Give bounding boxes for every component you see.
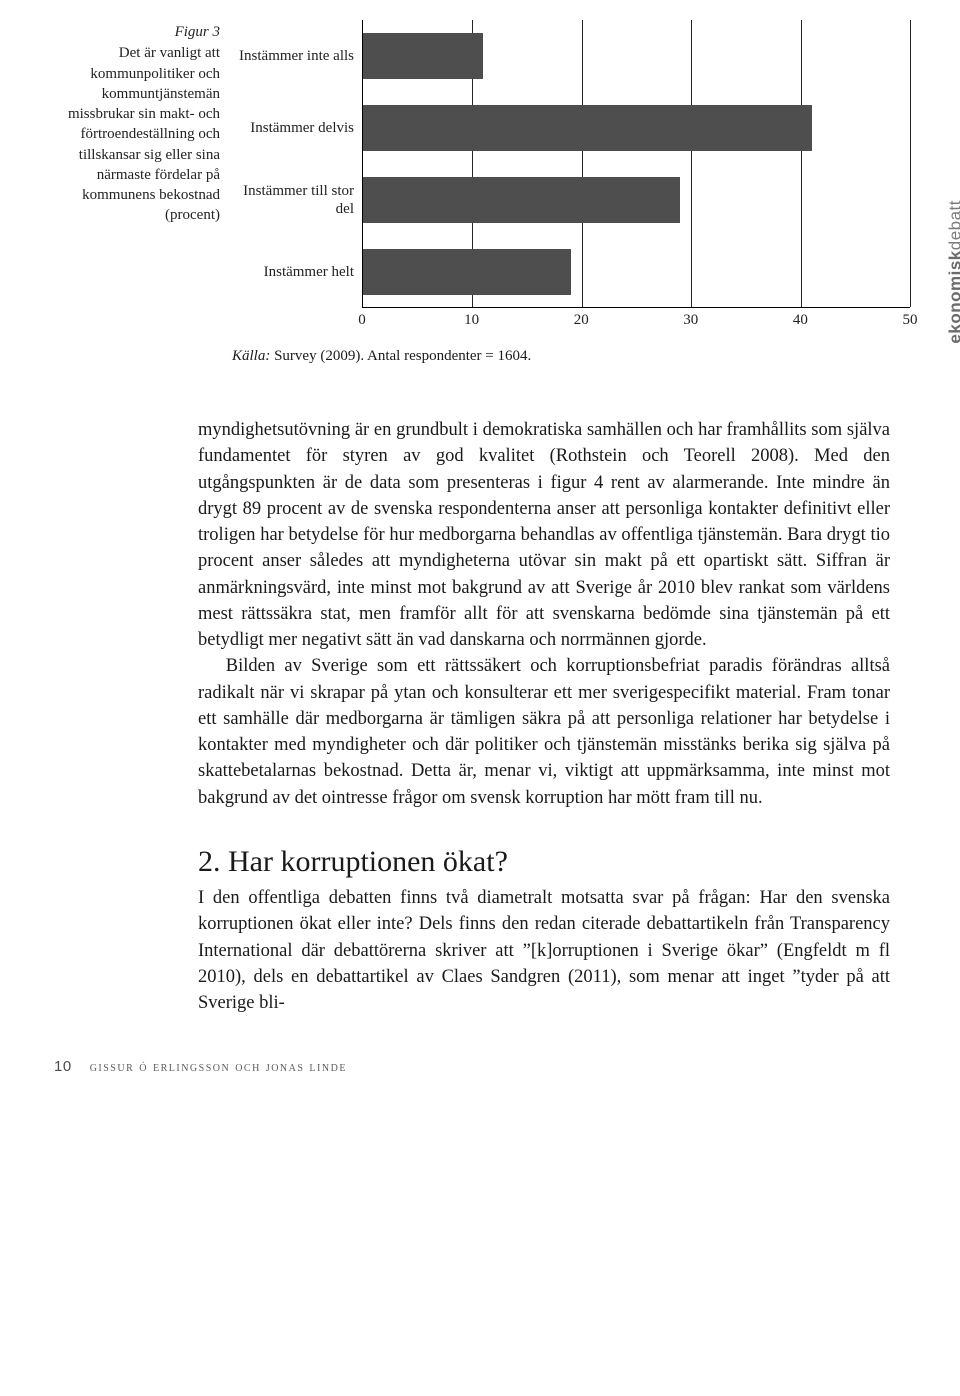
x-axis: 01020304050 [362,312,910,340]
y-label-3: Instämmer helt [232,236,354,308]
x-tick: 40 [793,312,808,329]
side-label-bold: ekonomisk [946,250,960,343]
bar-row [363,92,910,164]
figure-caption-text: Det är vanligt att kommunpolitiker och k… [68,45,220,223]
plot-area [362,20,910,308]
bar-row [363,236,910,308]
x-tick: 0 [358,312,366,329]
bar-row [363,164,910,236]
section-heading: 2. Har korruptionen ökat? [198,845,910,879]
bar [363,33,483,79]
figure-label: Figur 3 [50,22,220,42]
bar-chart: Instämmer inte alls Instämmer delvis Ins… [220,20,910,340]
figure-block: Figur 3 Det är vanligt att kommunpolitik… [50,20,910,340]
x-tick: 50 [903,312,918,329]
section-body: I den offentliga debatten finns två diam… [198,885,890,1016]
y-label-1: Instämmer delvis [232,92,354,164]
gridline [910,20,911,307]
y-label-2: Instämmer till stor del [232,164,354,236]
x-tick: 10 [464,312,479,329]
journal-side-label: ekonomiskdebatt [946,200,960,344]
y-label-0: Instämmer inte alls [232,20,354,92]
bar [363,105,812,151]
bar-row [363,20,910,92]
plot-box: 01020304050 [362,20,910,340]
page-number: 10 [54,1058,72,1075]
figure-caption: Figur 3 Det är vanligt att kommunpolitik… [50,20,220,226]
source-label: Källa: [232,348,270,364]
section-paragraph-1: I den offentliga debatten finns två diam… [198,885,890,1016]
page-footer: 10 gissur ó erlingsson och jonas linde [54,1058,910,1076]
bar [363,249,571,295]
bar [363,177,680,223]
body-paragraph-2: Bilden av Sverige som ett rättssäkert oc… [198,653,890,811]
footer-authors: gissur ó erlingsson och jonas linde [90,1060,347,1076]
y-axis-labels: Instämmer inte alls Instämmer delvis Ins… [232,20,362,308]
body-paragraph-1: myndighetsutövning är en grundbult i dem… [198,417,890,653]
side-label-light: debatt [946,200,960,250]
source-text: Survey (2009). Antal respondenter = 1604… [274,348,531,364]
x-tick: 30 [683,312,698,329]
figure-source: Källa: Survey (2009). Antal respondenter… [232,348,910,365]
x-tick: 20 [574,312,589,329]
body-text: myndighetsutövning är en grundbult i dem… [198,417,890,811]
